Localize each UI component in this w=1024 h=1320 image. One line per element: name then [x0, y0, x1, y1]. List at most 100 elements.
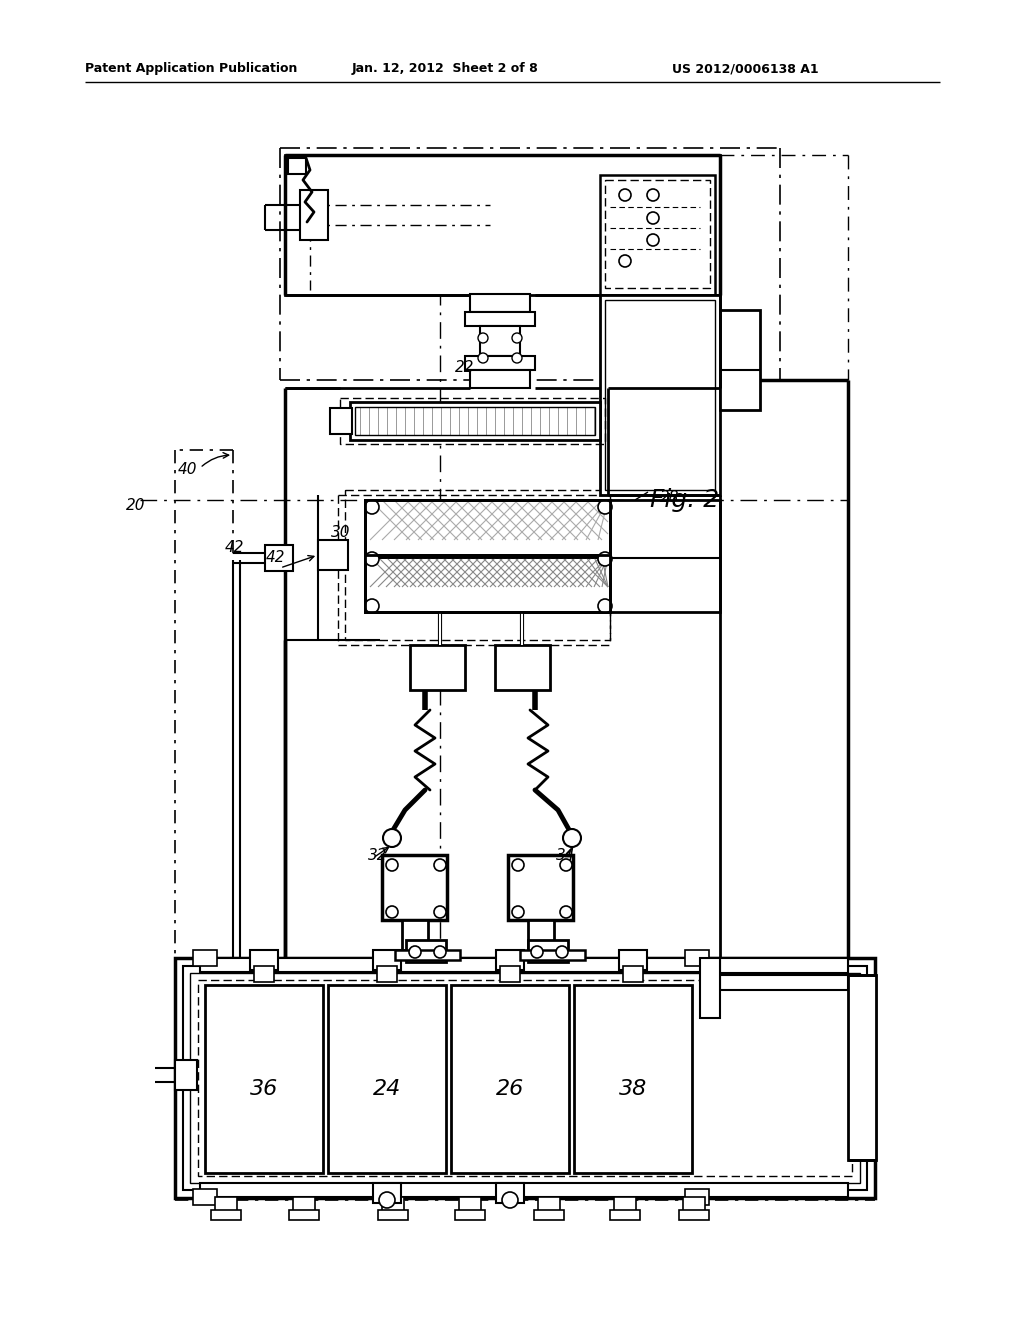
- Circle shape: [531, 946, 543, 958]
- Bar: [528, 920, 554, 950]
- Circle shape: [409, 946, 421, 958]
- Text: 26: 26: [496, 1078, 524, 1100]
- Bar: [340, 399, 605, 444]
- Bar: [623, 966, 643, 982]
- Bar: [720, 958, 848, 973]
- Bar: [300, 190, 328, 240]
- Bar: [402, 920, 428, 950]
- Bar: [496, 1183, 524, 1203]
- Bar: [328, 985, 446, 1173]
- Bar: [215, 1197, 237, 1214]
- Bar: [378, 1210, 408, 1220]
- Text: Patent Application Publication: Patent Application Publication: [85, 62, 297, 75]
- Circle shape: [478, 333, 488, 343]
- Bar: [254, 966, 274, 982]
- Text: 42: 42: [265, 550, 285, 565]
- Bar: [685, 950, 709, 966]
- Bar: [318, 540, 348, 570]
- Bar: [365, 557, 610, 612]
- Bar: [683, 1197, 705, 1214]
- Bar: [520, 950, 585, 960]
- Text: Fig. 2: Fig. 2: [650, 488, 719, 512]
- Bar: [538, 1197, 560, 1214]
- Bar: [700, 958, 720, 1018]
- Circle shape: [598, 500, 612, 513]
- Bar: [395, 950, 460, 960]
- Bar: [175, 958, 874, 1199]
- Bar: [465, 356, 535, 370]
- Circle shape: [512, 906, 524, 917]
- Bar: [720, 310, 760, 411]
- Bar: [610, 1210, 640, 1220]
- Bar: [465, 312, 535, 326]
- Bar: [610, 500, 720, 612]
- Bar: [410, 645, 465, 690]
- Text: 22: 22: [455, 360, 474, 375]
- Bar: [365, 500, 610, 554]
- Bar: [330, 408, 352, 434]
- Circle shape: [560, 859, 572, 871]
- Bar: [679, 1210, 709, 1220]
- Circle shape: [598, 552, 612, 566]
- Circle shape: [383, 829, 401, 847]
- Bar: [289, 1210, 319, 1220]
- Circle shape: [560, 906, 572, 917]
- Bar: [373, 950, 401, 970]
- Bar: [355, 407, 595, 436]
- Circle shape: [647, 189, 659, 201]
- Circle shape: [434, 946, 446, 958]
- Circle shape: [502, 1192, 518, 1208]
- Bar: [685, 1189, 709, 1205]
- Bar: [618, 950, 647, 970]
- Circle shape: [563, 829, 581, 847]
- Circle shape: [478, 352, 488, 363]
- Bar: [500, 966, 520, 982]
- Bar: [470, 370, 530, 388]
- Text: 38: 38: [618, 1078, 647, 1100]
- Text: Jan. 12, 2012  Sheet 2 of 8: Jan. 12, 2012 Sheet 2 of 8: [352, 62, 539, 75]
- Bar: [848, 975, 876, 1160]
- Circle shape: [386, 859, 398, 871]
- Bar: [190, 973, 860, 1183]
- Bar: [614, 1197, 636, 1214]
- Bar: [288, 158, 306, 174]
- Bar: [528, 940, 568, 962]
- Bar: [534, 1210, 564, 1220]
- Circle shape: [556, 946, 568, 958]
- Bar: [496, 950, 524, 970]
- Bar: [382, 1197, 404, 1214]
- Bar: [193, 1189, 217, 1205]
- Text: 28: 28: [660, 490, 680, 506]
- Bar: [183, 966, 867, 1191]
- Circle shape: [647, 213, 659, 224]
- Bar: [373, 1183, 401, 1203]
- Circle shape: [365, 599, 379, 612]
- Circle shape: [618, 189, 631, 201]
- Bar: [200, 958, 848, 972]
- Circle shape: [365, 500, 379, 513]
- Circle shape: [365, 552, 379, 566]
- Bar: [451, 985, 569, 1173]
- Text: 20: 20: [126, 498, 145, 512]
- Bar: [720, 975, 848, 990]
- Bar: [205, 985, 323, 1173]
- Text: 24: 24: [373, 1078, 401, 1100]
- Bar: [345, 490, 610, 640]
- Circle shape: [512, 352, 522, 363]
- Bar: [265, 545, 293, 572]
- Text: 40: 40: [178, 462, 198, 478]
- Bar: [459, 1197, 481, 1214]
- Bar: [574, 985, 692, 1173]
- Bar: [605, 180, 710, 288]
- Circle shape: [598, 599, 612, 612]
- Circle shape: [434, 859, 446, 871]
- Circle shape: [512, 859, 524, 871]
- Bar: [508, 855, 573, 920]
- Bar: [495, 645, 550, 690]
- Text: 32: 32: [368, 847, 387, 863]
- Bar: [377, 966, 397, 982]
- Circle shape: [618, 255, 631, 267]
- Bar: [365, 500, 610, 554]
- Bar: [175, 1060, 197, 1090]
- Circle shape: [434, 906, 446, 917]
